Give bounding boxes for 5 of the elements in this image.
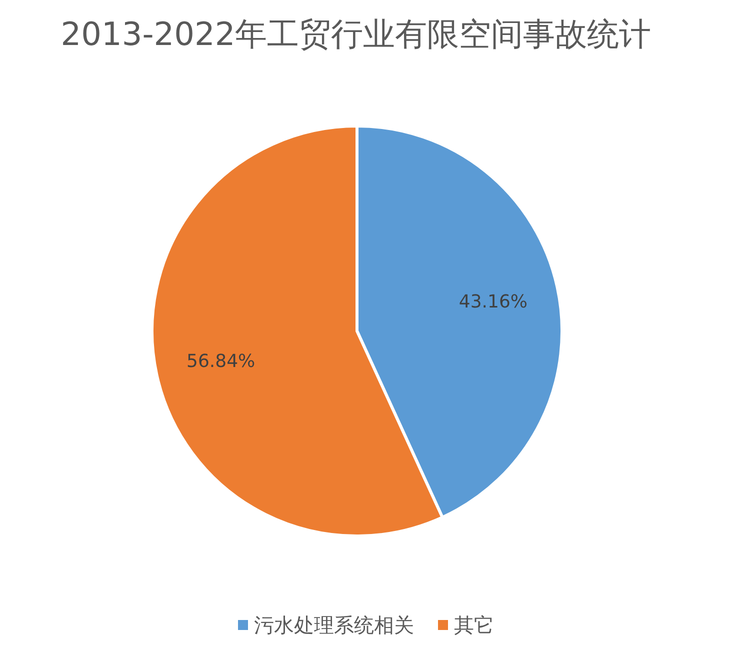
data-label: 56.84% (186, 351, 256, 372)
chart-title: 2013-2022年工贸行业有限空间事故统计 (60, 15, 652, 53)
legend-label: 污水处理系统相关 (254, 613, 414, 637)
data-label: 43.16% (458, 292, 528, 313)
legend-label: 其它 (454, 613, 494, 637)
